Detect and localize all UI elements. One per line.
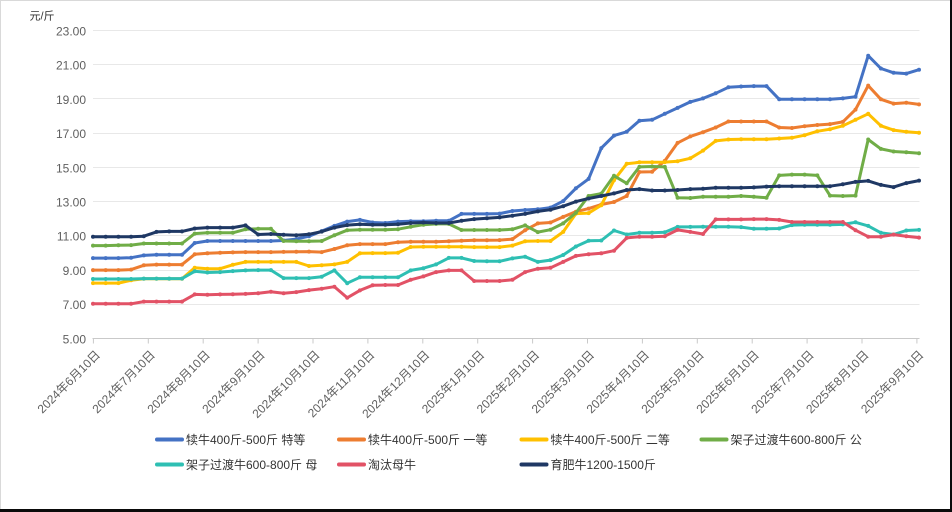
- svg-text:架子过渡牛600-800斤 母: 架子过渡牛600-800斤 母: [186, 456, 317, 473]
- svg-text:淘汰母牛: 淘汰母牛: [368, 456, 416, 473]
- svg-text:育肥牛1200-1500斤: 育肥牛1200-1500斤: [551, 456, 656, 473]
- svg-text:19.00: 19.00: [56, 93, 86, 107]
- svg-text:13.00: 13.00: [56, 196, 86, 210]
- svg-text:15.00: 15.00: [56, 161, 86, 175]
- svg-text:架子过渡牛600-800斤 公: 架子过渡牛600-800斤 公: [731, 431, 862, 448]
- svg-text:17.00: 17.00: [56, 127, 86, 141]
- svg-text:23.00: 23.00: [56, 24, 86, 38]
- svg-text:犊牛400斤-500斤 特等: 犊牛400斤-500斤 特等: [186, 431, 305, 448]
- svg-text:犊牛400斤-500斤 二等: 犊牛400斤-500斤 二等: [551, 431, 670, 448]
- svg-text:21.00: 21.00: [56, 59, 86, 73]
- svg-text:5.00: 5.00: [63, 332, 87, 346]
- svg-text:犊牛400斤-500斤 一等: 犊牛400斤-500斤 一等: [368, 431, 487, 448]
- svg-text:7.00: 7.00: [63, 298, 87, 312]
- svg-text:11.00: 11.00: [57, 230, 86, 244]
- svg-text:9.00: 9.00: [63, 264, 87, 278]
- svg-text:元/斤: 元/斤: [30, 7, 55, 23]
